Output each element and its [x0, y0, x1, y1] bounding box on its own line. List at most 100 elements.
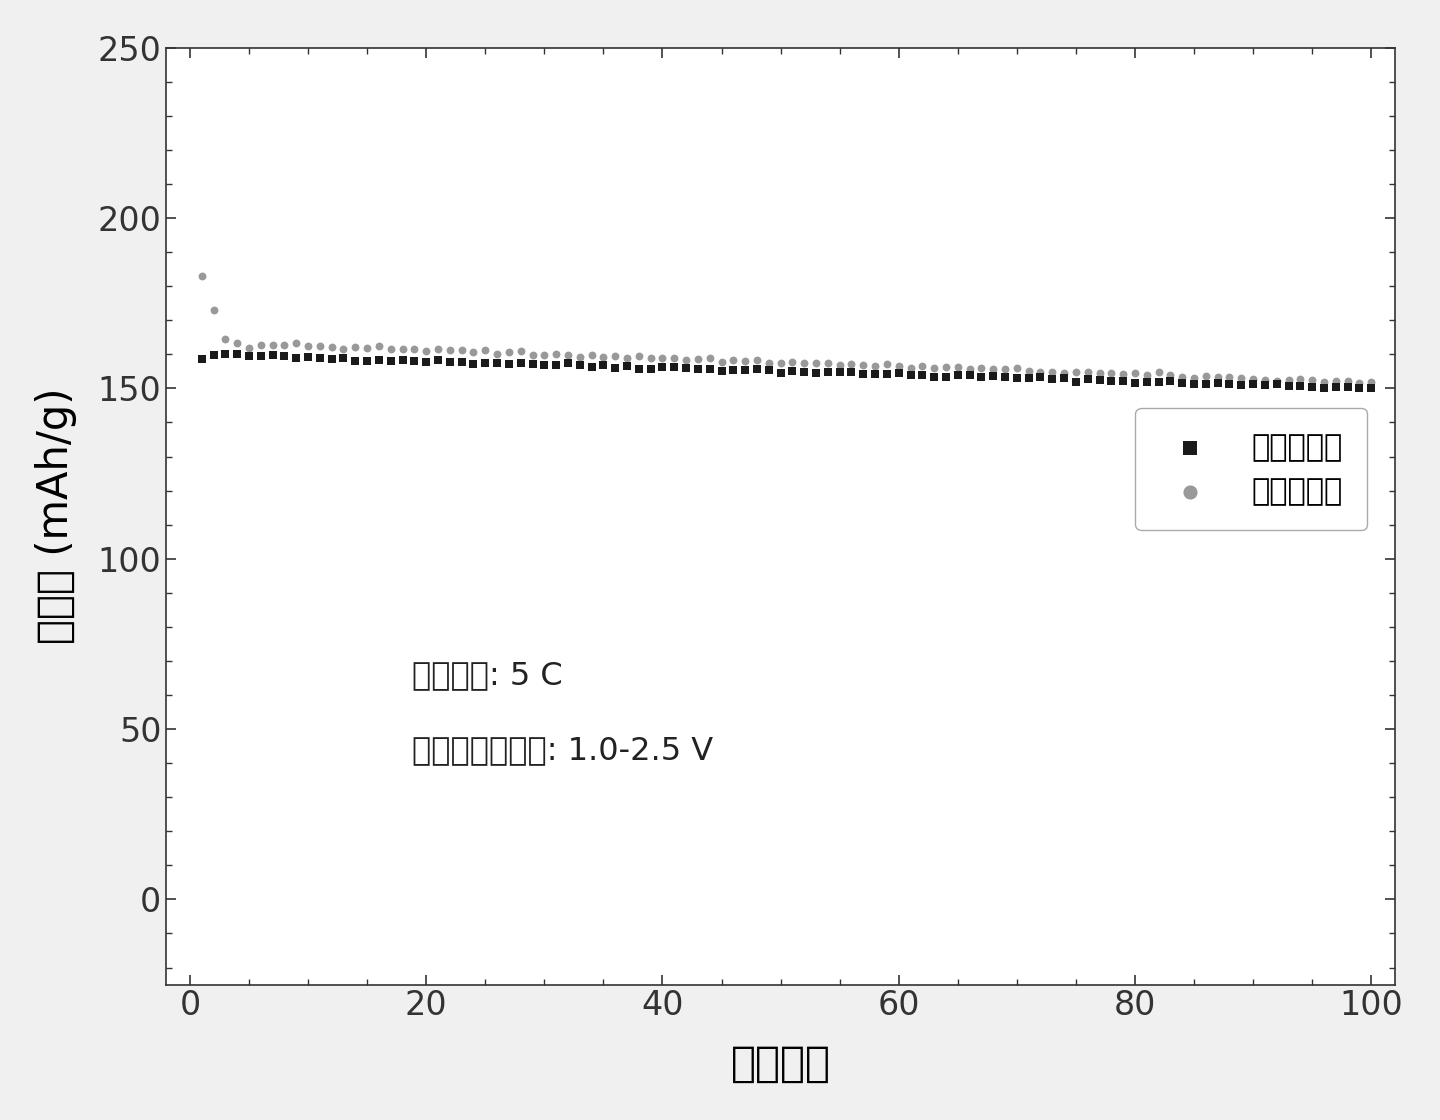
- 放电比容量: [308, 337, 331, 355]
- 放电比容量: [698, 349, 721, 367]
- 充电比容量: [746, 361, 769, 379]
- 放电比容量: [1182, 368, 1205, 386]
- 放电比容量: [485, 345, 508, 363]
- 放电比容量: [226, 334, 249, 352]
- 放电比容量: [533, 346, 556, 364]
- 充电比容量: [1148, 373, 1171, 391]
- 充电比容量: [415, 353, 438, 371]
- 放电比容量: [274, 336, 297, 354]
- 充电比容量: [1207, 374, 1230, 392]
- 充电比容量: [721, 362, 744, 380]
- 充电比容量: [556, 354, 579, 372]
- 充电比容量: [1159, 372, 1182, 390]
- 放电比容量: [415, 342, 438, 360]
- 放电比容量: [615, 348, 638, 366]
- 放电比容量: [628, 347, 651, 365]
- 充电比容量: [780, 362, 804, 380]
- 充电比容量: [876, 365, 899, 383]
- 充电比容量: [710, 362, 733, 380]
- 充电比容量: [1336, 379, 1359, 396]
- 放电比容量: [190, 267, 213, 284]
- 放电比容量: [1359, 373, 1382, 391]
- 充电比容量: [840, 363, 863, 381]
- 充电比容量: [213, 345, 236, 363]
- 充电比容量: [344, 352, 367, 370]
- 放电比容量: [876, 355, 899, 373]
- 充电比容量: [261, 346, 284, 364]
- 放电比容量: [816, 354, 840, 372]
- 充电比容量: [485, 354, 508, 372]
- 放电比容量: [1266, 372, 1289, 390]
- 充电比容量: [994, 368, 1017, 386]
- 充电比容量: [651, 358, 674, 376]
- 放电比容量: [674, 352, 697, 370]
- 充电比容量: [1064, 373, 1087, 391]
- 放电比容量: [1159, 366, 1182, 384]
- 充电比容量: [238, 347, 261, 365]
- 充电比容量: [356, 352, 379, 370]
- 充电比容量: [1171, 374, 1194, 392]
- 充电比容量: [1325, 377, 1348, 395]
- 放电比容量: [1325, 372, 1348, 390]
- X-axis label: 循环次数: 循环次数: [730, 1043, 831, 1085]
- 放电比容量: [1135, 366, 1158, 384]
- 放电比容量: [1005, 360, 1028, 377]
- 放电比容量: [1241, 370, 1264, 388]
- 放电比容量: [356, 338, 379, 356]
- 放电比容量: [392, 339, 415, 357]
- 放电比容量: [946, 358, 969, 376]
- 放电比容量: [840, 355, 863, 373]
- 充电比容量: [1253, 376, 1276, 394]
- 充电比容量: [687, 360, 710, 377]
- 充电比容量: [603, 358, 626, 376]
- 放电比容量: [746, 352, 769, 370]
- 放电比容量: [1300, 372, 1323, 390]
- 放电比容量: [521, 346, 544, 364]
- 放电比容量: [899, 358, 922, 376]
- 放电比容量: [851, 356, 874, 374]
- 放电比容量: [769, 355, 792, 373]
- 放电比容量: [510, 342, 533, 360]
- 放电比容量: [379, 339, 402, 357]
- 充电比容量: [1076, 370, 1099, 388]
- 放电比容量: [1030, 363, 1053, 381]
- 充电比容量: [1312, 380, 1335, 398]
- Y-axis label: 比容量 (mAh/g): 比容量 (mAh/g): [35, 388, 76, 644]
- 放电比容量: [1017, 362, 1040, 380]
- 充电比容量: [1053, 368, 1076, 386]
- 放电比容量: [687, 351, 710, 368]
- 放电比容量: [1053, 364, 1076, 382]
- 放电比容量: [662, 348, 685, 366]
- 充电比容量: [1277, 377, 1300, 395]
- 放电比容量: [544, 345, 567, 363]
- 充电比容量: [1182, 375, 1205, 393]
- 放电比容量: [805, 354, 828, 372]
- 充电比容量: [379, 352, 402, 370]
- 充电比容量: [202, 346, 225, 364]
- 充电比容量: [1123, 374, 1146, 392]
- Text: 充放电截止电压: 1.0-2.5 V: 充放电截止电压: 1.0-2.5 V: [412, 735, 713, 766]
- 充电比容量: [497, 355, 520, 373]
- 充电比容量: [912, 366, 935, 384]
- 充电比容量: [1230, 376, 1253, 394]
- 充电比容量: [426, 351, 449, 368]
- 放电比容量: [213, 330, 236, 348]
- 放电比容量: [1230, 368, 1253, 386]
- 充电比容量: [249, 347, 272, 365]
- 放电比容量: [426, 340, 449, 358]
- 放电比容量: [792, 354, 815, 372]
- 放电比容量: [958, 361, 981, 379]
- 充电比容量: [1266, 375, 1289, 393]
- Text: 电流密度: 5 C: 电流密度: 5 C: [412, 660, 563, 691]
- 充电比容量: [1135, 373, 1158, 391]
- 充电比容量: [580, 357, 603, 375]
- 充电比容量: [510, 354, 533, 372]
- 充电比容量: [662, 358, 685, 376]
- 充电比容量: [1218, 375, 1241, 393]
- 放电比容量: [994, 360, 1017, 377]
- 放电比容量: [333, 340, 356, 358]
- 放电比容量: [935, 358, 958, 376]
- 充电比容量: [674, 360, 697, 377]
- 放电比容量: [1289, 371, 1312, 389]
- 放电比容量: [887, 357, 910, 375]
